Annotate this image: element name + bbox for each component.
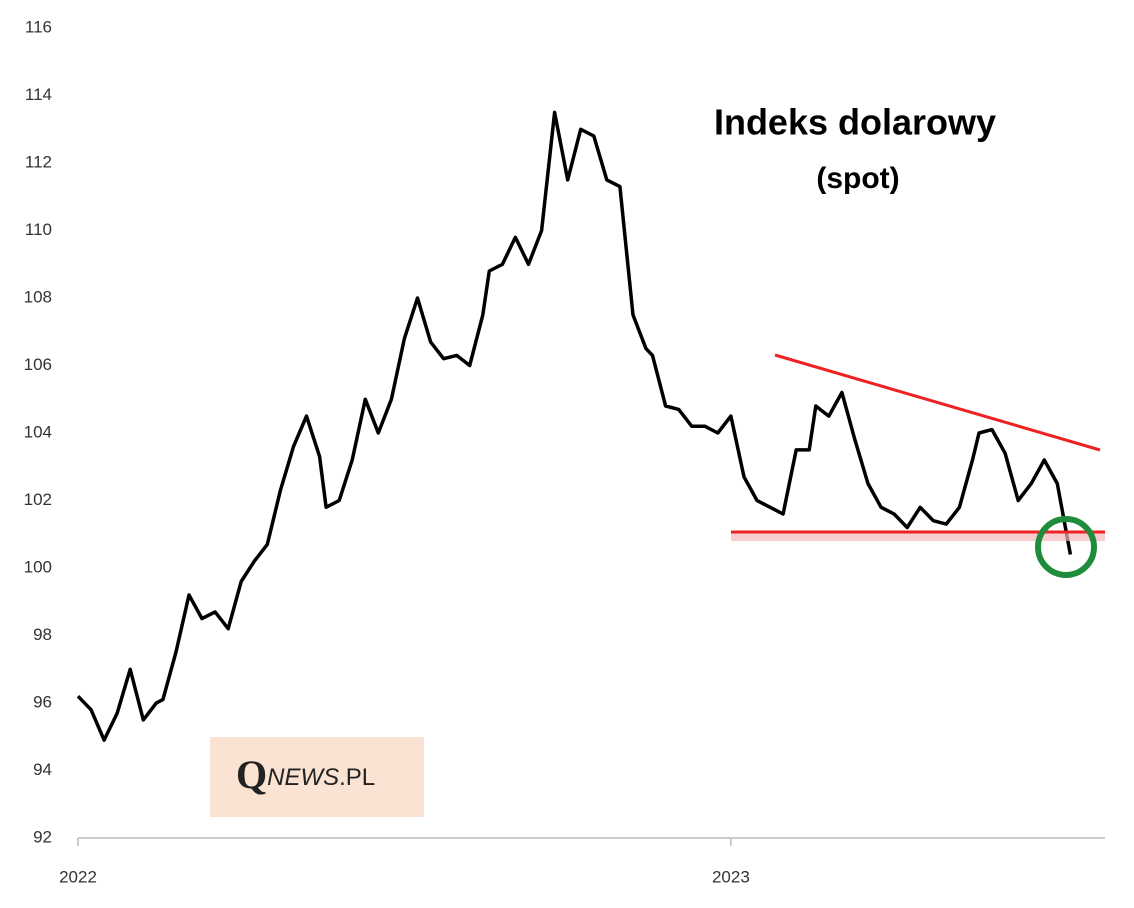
y-tick-label: 102 xyxy=(24,490,52,509)
chart-subtitle: (spot) xyxy=(816,162,899,195)
chart-title: Indeks dolarowy xyxy=(714,102,996,143)
y-tick-label: 98 xyxy=(33,625,52,644)
logo: QNEWS.PL xyxy=(236,752,375,797)
y-tick-label: 96 xyxy=(33,692,52,711)
logo-pl: .PL xyxy=(339,764,375,791)
logo-box xyxy=(210,737,424,817)
logo-news: NEWS xyxy=(267,764,339,791)
y-tick-label: 106 xyxy=(24,355,52,374)
x-tick-label: 2022 xyxy=(59,867,97,886)
y-tick-label: 92 xyxy=(33,827,52,846)
y-tick-label: 100 xyxy=(24,557,52,576)
y-tick-label: 110 xyxy=(25,220,52,239)
y-tick-label: 108 xyxy=(24,287,52,306)
y-tick-label: 116 xyxy=(25,17,52,36)
logo-q: Q xyxy=(236,752,267,797)
y-tick-label: 114 xyxy=(25,85,52,104)
plot-area: 92 94 96 98 100 102 104 106 108 110 112 114 116 2022 2… xyxy=(24,17,1073,886)
y-tick-label: 94 xyxy=(33,760,52,779)
resistance-line xyxy=(774,353,1101,452)
highlight-circle xyxy=(1035,516,1097,578)
x-tick-label: 2023 xyxy=(712,867,750,886)
y-tick-label: 112 xyxy=(25,152,52,171)
index-line xyxy=(76,110,1073,742)
y-tick-label: 104 xyxy=(24,422,52,441)
